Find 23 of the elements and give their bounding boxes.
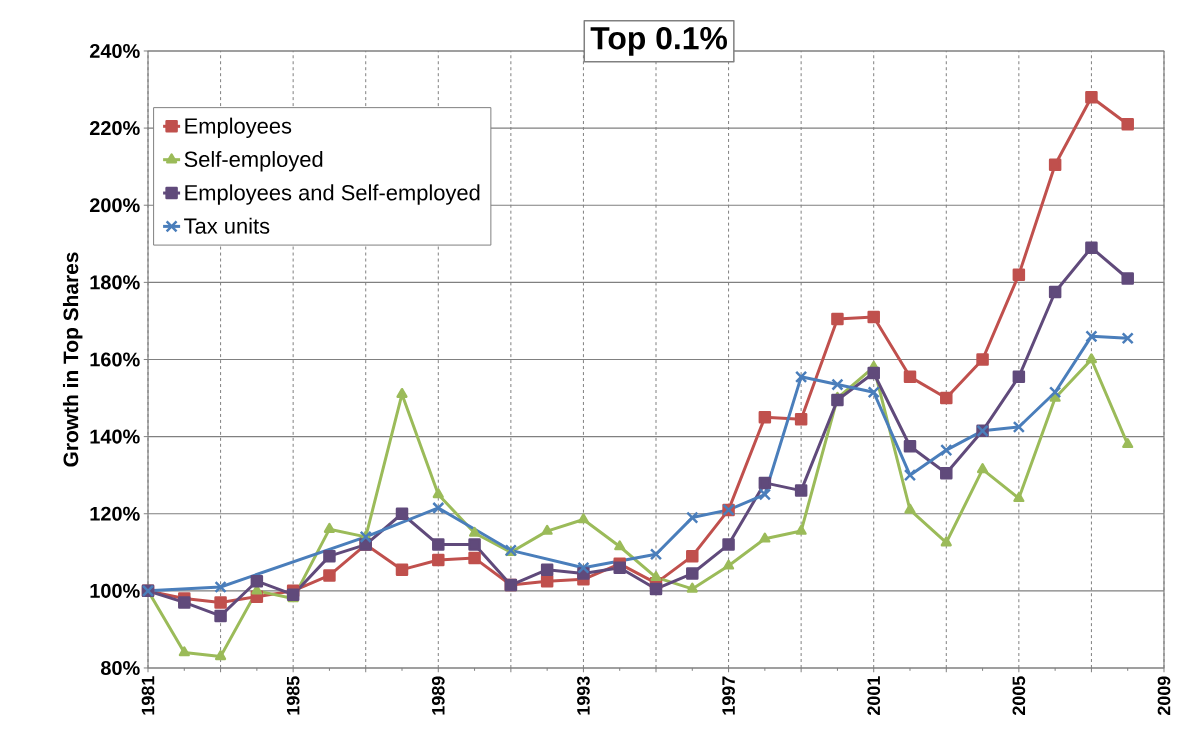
x-tick-label: 2005 [1012, 676, 1026, 716]
x-tick-label: 1981 [141, 676, 155, 715]
y-tick-label: 100% [90, 583, 140, 598]
x-tick-label: 1997 [722, 676, 735, 715]
y-tick-label: 120% [90, 506, 140, 521]
y-tick-label: 80% [100, 660, 140, 676]
x-tick-label: 1989 [431, 676, 445, 715]
legend-label: Employees and Self-employed [185, 184, 480, 205]
chart-title: Top 0.1% [590, 26, 727, 56]
y-tick-label: 180% [90, 275, 140, 290]
x-tick-label: 2009 [1157, 676, 1171, 716]
y-tick-label: 240% [89, 43, 140, 59]
x-tick-label: 2001 [867, 676, 881, 716]
y-tick-label: 220% [89, 121, 140, 136]
legend-label: Self-employed [184, 150, 323, 172]
y-tick-label: 140% [90, 429, 140, 444]
y-tick-label: 160% [90, 352, 140, 367]
y-tick-label: 200% [89, 198, 140, 213]
x-tick-label: 1993 [577, 676, 590, 715]
legend-label: Tax units [184, 217, 270, 234]
legend-label: Employees [185, 117, 292, 139]
y-axis-title: Growth in Top Shares [62, 252, 83, 467]
x-tick-label: 1985 [286, 676, 300, 715]
